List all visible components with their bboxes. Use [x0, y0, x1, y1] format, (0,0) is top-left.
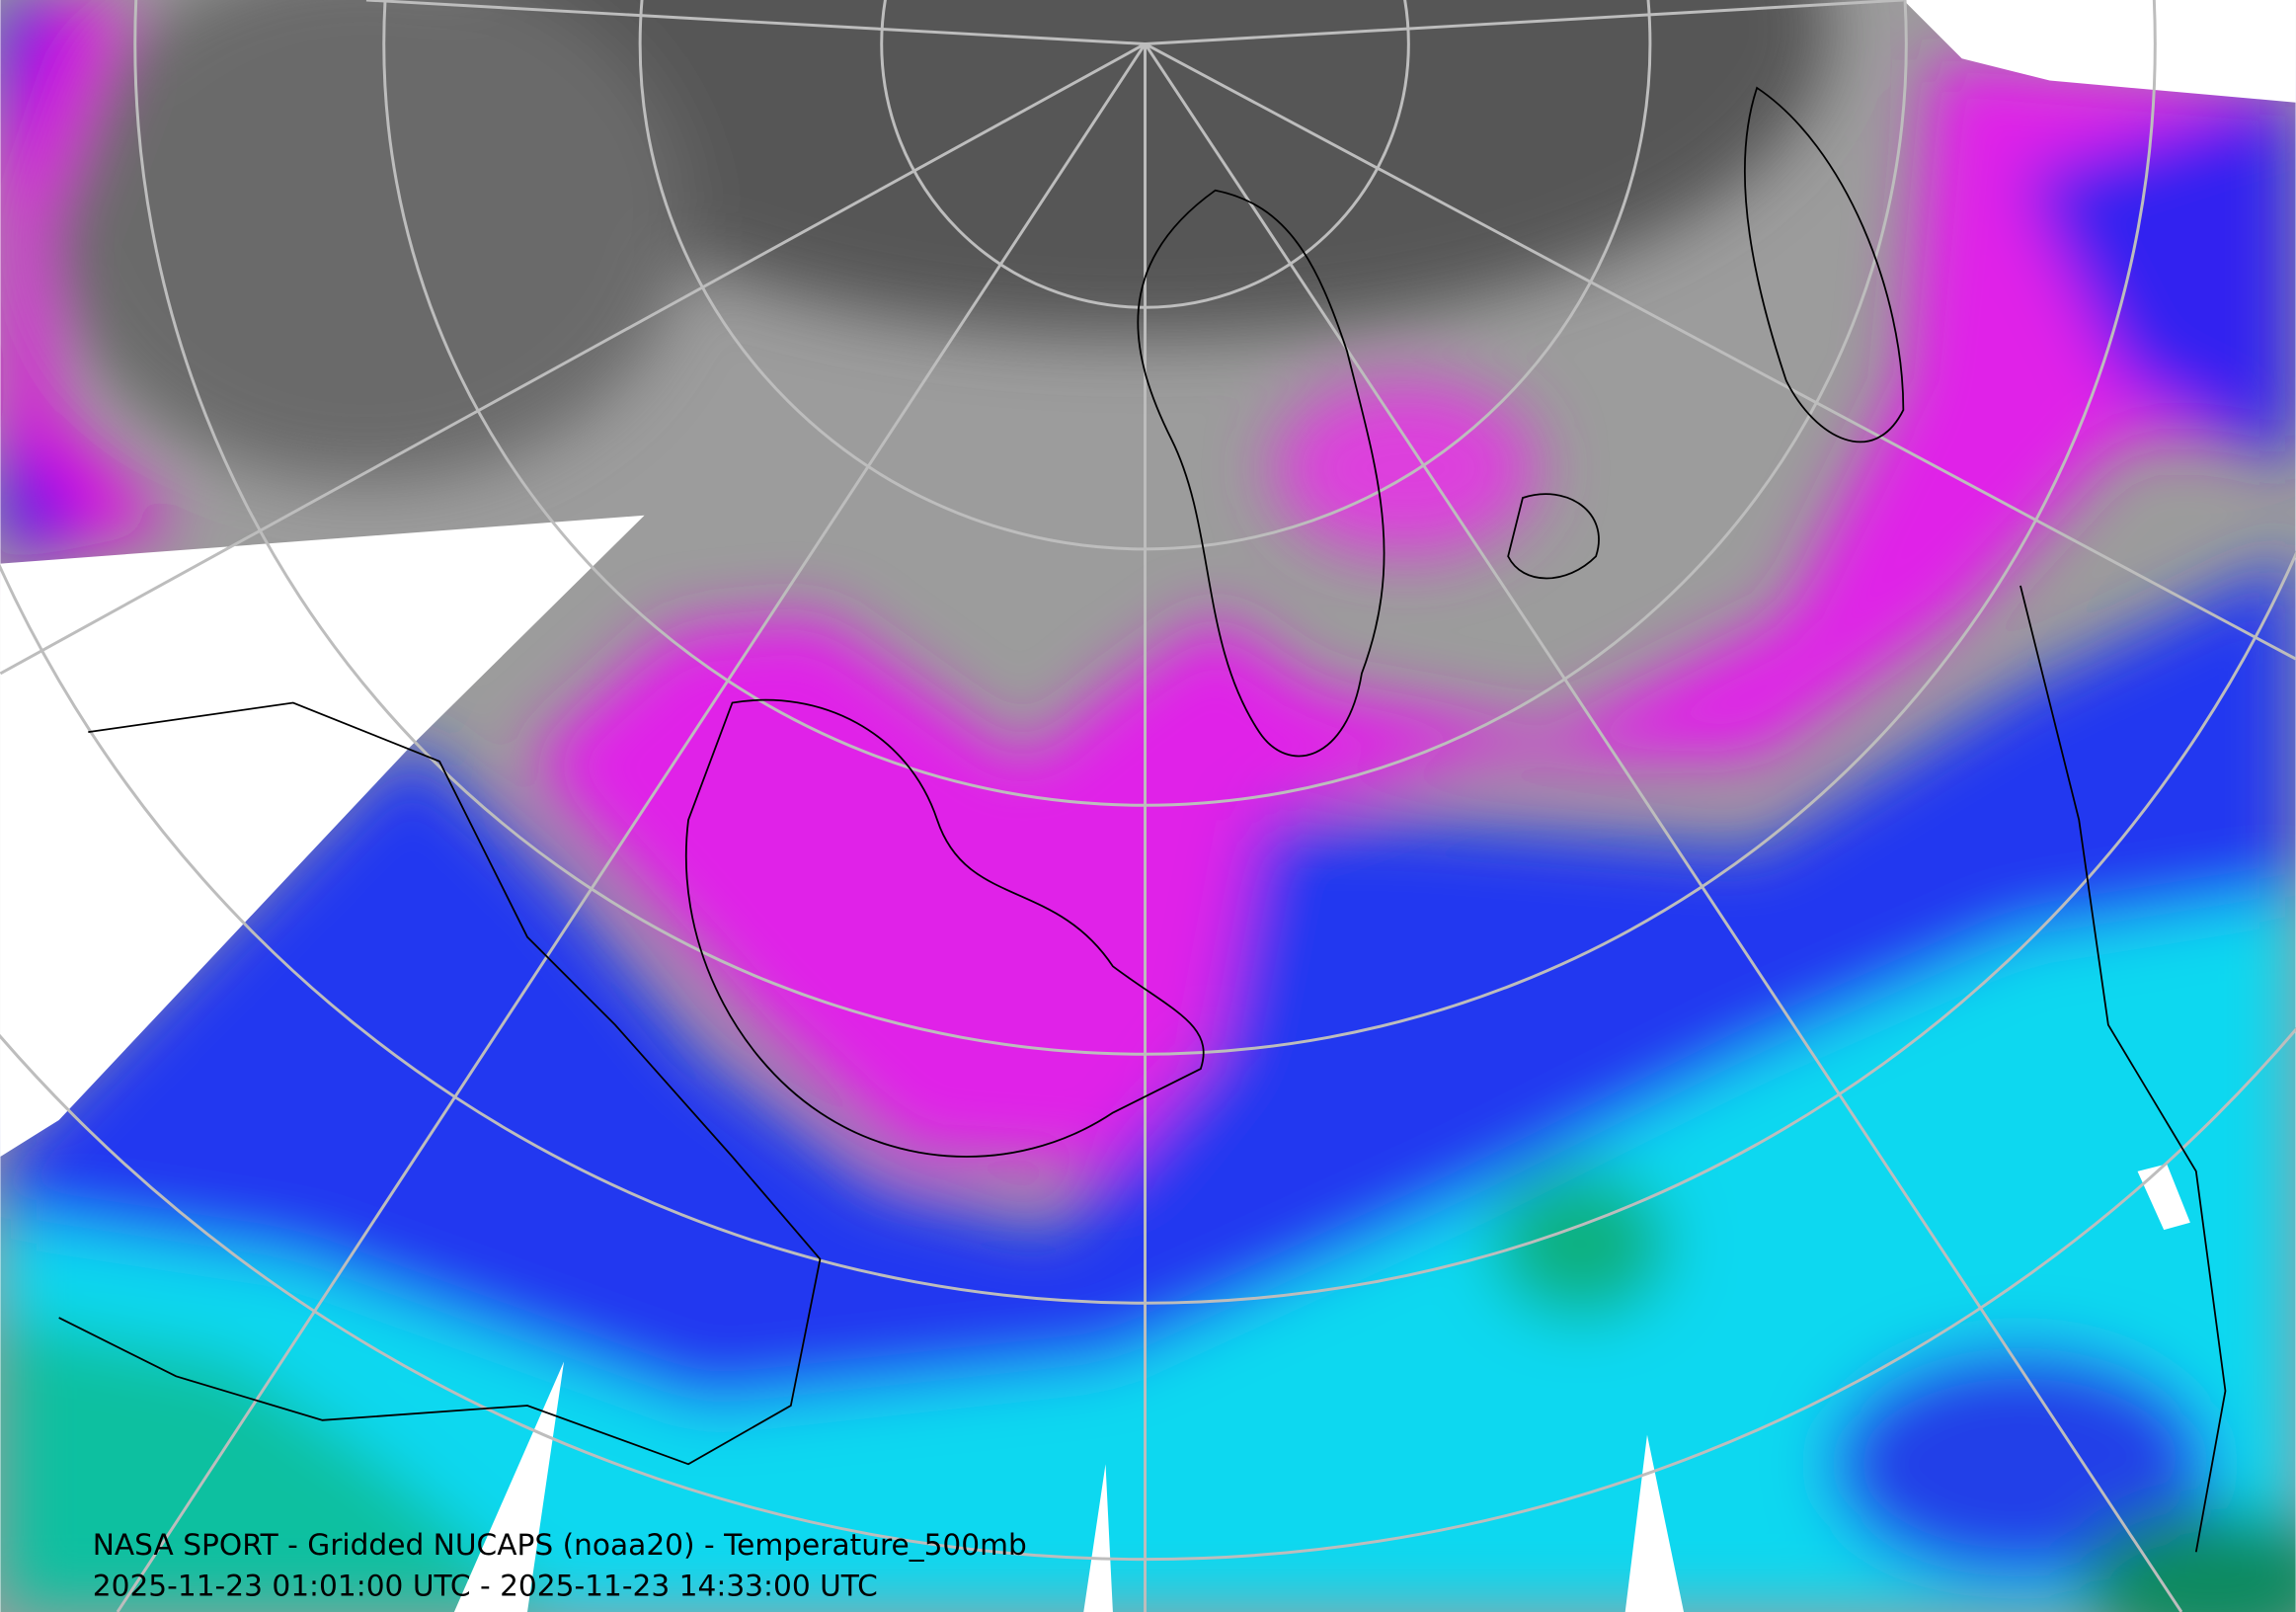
map-title: NASA SPORT - Gridded NUCAPS (noaa20) - T…	[93, 1527, 1027, 1562]
time-range: 2025-11-23 01:01:00 UTC - 2025-11-23 14:…	[93, 1569, 878, 1603]
coastlines	[58, 86, 2227, 1553]
